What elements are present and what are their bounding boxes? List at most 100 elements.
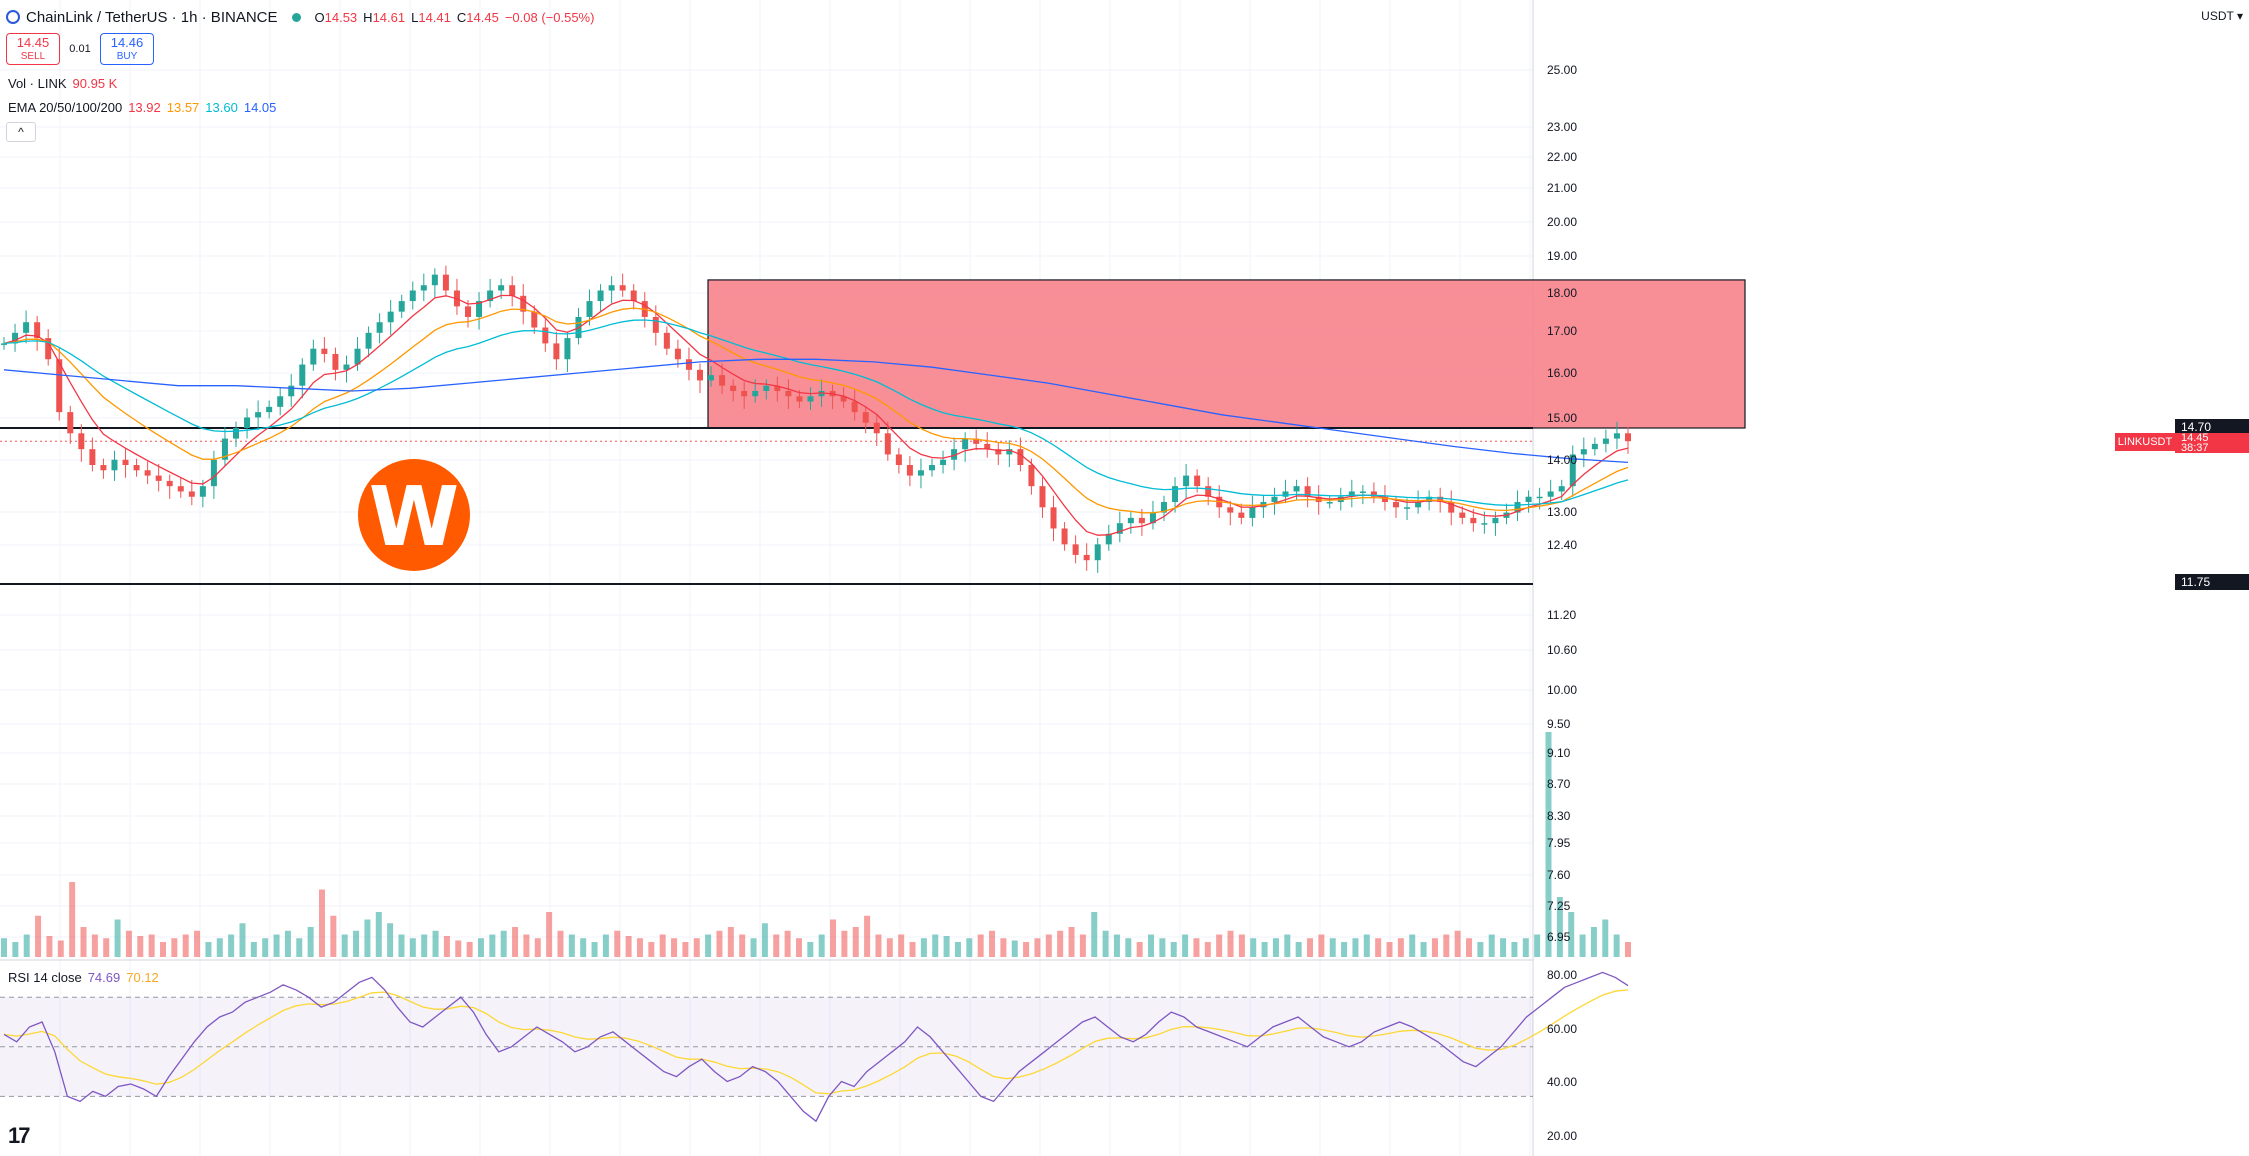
volume-bar xyxy=(1159,938,1166,957)
ema100-line xyxy=(3,319,1629,506)
volume-bar xyxy=(909,942,916,957)
rsi-tick-label: 80.00 xyxy=(1547,968,1577,982)
rsi-value: 74.69 xyxy=(87,970,121,985)
candle-body xyxy=(1437,496,1444,503)
volume-bar xyxy=(1397,938,1404,957)
candle-body xyxy=(1238,512,1245,518)
symbol-title[interactable]: ChainLink / TetherUS · 1h · BINANCE xyxy=(26,8,278,26)
volume-bar xyxy=(1363,934,1370,957)
volume-bar xyxy=(91,934,98,957)
price-tick-label: 7.60 xyxy=(1547,868,1571,882)
candle-body xyxy=(542,327,549,344)
volume-bar xyxy=(46,936,53,957)
volume-bar xyxy=(23,934,30,957)
price-tick-label: 13.00 xyxy=(1547,505,1577,519)
candle-body xyxy=(343,364,350,370)
chevron-down-icon: ▾ xyxy=(2236,9,2243,23)
volume-bar xyxy=(216,938,223,957)
price-tick-label: 20.00 xyxy=(1547,215,1577,229)
volume-bar xyxy=(568,934,575,957)
candle-body xyxy=(122,459,129,466)
volume-bar xyxy=(239,923,246,957)
volume-bar xyxy=(750,938,757,957)
candle-body xyxy=(1006,449,1013,455)
candle-body xyxy=(1127,517,1134,524)
candle-body xyxy=(1569,454,1576,487)
low-value: 14.41 xyxy=(418,9,451,25)
volume-bar xyxy=(1466,938,1473,957)
candle-body xyxy=(630,290,637,302)
collapse-legend-button[interactable]: ^ xyxy=(6,122,36,142)
candle-body xyxy=(288,385,295,397)
price-tick-label: 9.50 xyxy=(1547,717,1571,731)
volume-bar xyxy=(375,912,382,957)
candle-body xyxy=(1558,486,1565,492)
volume-bar xyxy=(80,927,87,957)
volume-bar xyxy=(1625,942,1631,957)
candle-body xyxy=(166,480,173,487)
ema-legend[interactable]: EMA 20/50/100/200 13.92 13.57 13.60 14.0… xyxy=(8,100,276,115)
currency-selector[interactable]: USDT ▾ xyxy=(2201,9,2243,23)
price-tick-label: 10.00 xyxy=(1547,683,1577,697)
price-tick-label: 23.00 xyxy=(1547,120,1577,134)
candle-body xyxy=(796,396,803,402)
ema100-value: 13.60 xyxy=(205,100,238,115)
candle-body xyxy=(984,443,991,450)
volume-bar xyxy=(659,934,666,957)
candle-body xyxy=(520,295,527,312)
candle-body xyxy=(1525,496,1532,503)
volume-bar xyxy=(807,942,814,957)
candle-body xyxy=(188,491,195,497)
candle-body xyxy=(1492,517,1499,524)
candle-body xyxy=(1448,502,1455,513)
volume-bar xyxy=(1023,942,1030,957)
candle-body xyxy=(277,396,284,407)
volume-bar xyxy=(273,934,280,957)
candle-body xyxy=(995,449,1002,455)
volume-legend[interactable]: Vol · LINK 90.95 K xyxy=(8,76,117,91)
volume-bar xyxy=(307,927,314,957)
candle-body xyxy=(1227,507,1234,513)
volume-bar xyxy=(1431,938,1438,957)
countdown-value: 38:37 xyxy=(2181,442,2209,454)
volume-bar xyxy=(57,940,64,957)
candle-body xyxy=(155,475,162,481)
volume-bar xyxy=(318,889,325,957)
volume-bar xyxy=(602,934,609,957)
ema50-value: 13.57 xyxy=(166,100,200,115)
volume-bar xyxy=(1318,934,1325,957)
volume-bar xyxy=(421,934,428,957)
candle-body xyxy=(465,306,471,317)
candle-body xyxy=(12,332,19,344)
sell-button[interactable]: 14.45 SELL xyxy=(6,33,60,65)
chevron-up-icon: ^ xyxy=(18,125,24,139)
volume-bar xyxy=(1295,942,1302,957)
watermark-logo-glyph: W xyxy=(369,470,459,565)
volume-bar xyxy=(1307,938,1314,957)
volume-bar xyxy=(1568,912,1575,957)
candle-body xyxy=(321,348,328,354)
volume-bar xyxy=(1477,942,1484,957)
volume-bar xyxy=(1091,912,1098,957)
ohlc-values: O14.53 H14.61 L14.41 C14.45 −0.08 (−0.55… xyxy=(315,10,595,25)
candle-body xyxy=(1580,449,1587,455)
volume-bar xyxy=(1102,930,1109,957)
candle-body xyxy=(476,301,483,317)
watermark-logo-icon xyxy=(358,459,470,571)
sell-label: SELL xyxy=(20,51,46,62)
candle-body xyxy=(884,433,891,455)
candle-body xyxy=(34,322,41,339)
buy-button[interactable]: 14.46 BUY xyxy=(100,33,154,65)
volume-legend-value: 90.95 K xyxy=(72,76,118,91)
rsi-ma-value: 70.12 xyxy=(126,970,159,985)
volume-bar xyxy=(1488,934,1495,957)
volume-bar xyxy=(693,938,700,957)
candle-body xyxy=(652,316,659,333)
rsi-legend[interactable]: RSI 14 close 74.69 70.12 xyxy=(8,970,159,985)
candle-body xyxy=(531,311,538,328)
candle-body xyxy=(1547,491,1554,497)
candle-body xyxy=(862,412,869,423)
candle-body xyxy=(597,290,604,302)
tradingview-logo-icon[interactable]: 17 xyxy=(8,1123,31,1148)
